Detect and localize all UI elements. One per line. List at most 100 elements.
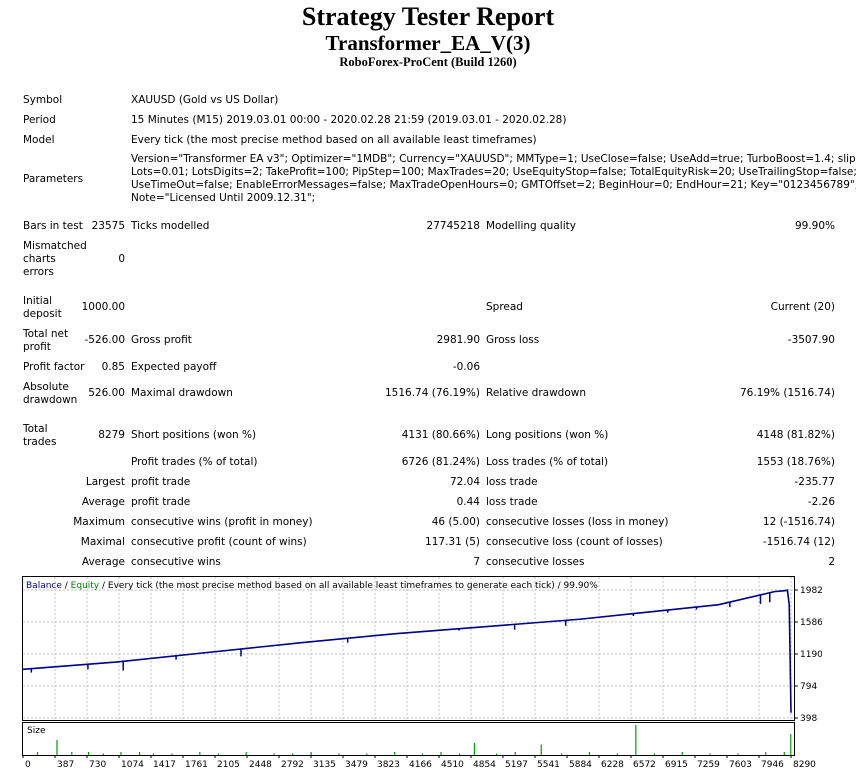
legend-sep-1: / — [62, 581, 71, 591]
gross-loss-value: -3507.90 — [787, 334, 835, 346]
size-bar — [292, 753, 294, 755]
deposit-label: Initial deposit — [23, 295, 62, 320]
short-positions-value: 4131 (80.66%) — [401, 429, 480, 441]
y-tick-label: 1586 — [800, 618, 822, 628]
bars-value: 23575 — [91, 220, 125, 232]
size-bar — [496, 753, 498, 755]
size-bar — [102, 753, 104, 755]
parameters-line-2: Lots=0.01; LotsDigits=2; TakeProfit=100;… — [131, 166, 856, 178]
maximum-label: Maximum — [73, 516, 125, 528]
size-bar — [152, 753, 155, 755]
x-tick-label: 1761 — [185, 760, 208, 769]
maximal-consecutive-profit-label: consecutive profit (count of wins) — [131, 536, 307, 548]
maximal-consecutive-loss-value: -1516.74 (12) — [762, 536, 835, 548]
profit-trades-value: 6726 (81.24%) — [401, 456, 480, 468]
average-consecutive-wins-value: 7 — [473, 556, 480, 568]
largest-profit-value: 72.04 — [449, 476, 480, 488]
x-tick-label: 387 — [57, 760, 74, 769]
size-bar — [273, 753, 275, 755]
size-bar — [56, 740, 58, 755]
gross-loss-label: Gross loss — [486, 334, 540, 346]
size-plot-frame — [22, 722, 795, 756]
size-bar — [366, 753, 368, 755]
chart-plot-frame — [22, 576, 795, 721]
maximal-drawdown-label: Maximal drawdown — [131, 387, 233, 399]
gross-profit-label: Gross profit — [131, 334, 192, 346]
period-value: 15 Minutes (M15) 2019.03.01 00:00 - 2020… — [131, 114, 567, 126]
size-bar — [635, 725, 637, 755]
size-bar — [473, 743, 476, 755]
x-tick-label: 0 — [25, 760, 31, 769]
size-bar — [458, 753, 461, 755]
size-bar — [737, 753, 739, 755]
long-positions-label: Long positions (won %) — [486, 429, 609, 441]
size-label: Size — [27, 726, 46, 736]
expected-payoff-label: Expected payoff — [131, 361, 217, 373]
absolute-drawdown-label: Absolute drawdown — [23, 381, 78, 406]
x-tick-label: 5884 — [569, 760, 592, 769]
relative-drawdown-label: Relative drawdown — [486, 387, 587, 399]
profit-factor-label: Profit factor — [23, 361, 85, 373]
total-trades-value: 8279 — [98, 429, 125, 441]
largest-loss-value: -235.77 — [794, 476, 835, 488]
size-bar — [421, 753, 424, 755]
max-consecutive-wins-label: consecutive wins (profit in money) — [131, 516, 313, 528]
long-positions-value: 4148 (81.82%) — [756, 429, 835, 441]
x-tick-label: 3479 — [345, 760, 368, 769]
parameters-line-4: Note="Licensed Until 2009.12.31"; — [131, 192, 316, 204]
x-tick-label: 1074 — [121, 760, 144, 769]
average-consecutive-losses-label: consecutive losses — [486, 556, 585, 568]
size-bar — [338, 753, 340, 755]
bars-label: Bars in test — [23, 220, 83, 232]
maximal-consecutive-loss-label: consecutive loss (count of losses) — [486, 536, 663, 548]
maximal-label: Maximal — [80, 536, 125, 548]
mismatch-label: Mismatched charts errors — [23, 240, 87, 278]
ticks-value: 27745218 — [426, 220, 480, 232]
size-bar — [217, 753, 220, 755]
legend-balance: Balance — [26, 581, 62, 591]
size-bar — [440, 752, 442, 755]
ticks-label: Ticks modelled — [131, 220, 210, 232]
size-bar — [681, 752, 683, 755]
size-bar — [514, 752, 516, 755]
size-bar — [245, 752, 247, 755]
size-bar — [783, 752, 785, 755]
max-consecutive-losses-label: consecutive losses (loss in money) — [486, 516, 669, 528]
model-label: Model — [23, 134, 55, 146]
legend-sep-2: / — [99, 581, 108, 591]
short-positions-label: Short positions (won %) — [131, 429, 257, 441]
net-profit-label: Total net profit — [23, 328, 69, 353]
x-tick-label: 4166 — [409, 760, 432, 769]
loss-trades-label: Loss trades (% of total) — [486, 456, 609, 468]
x-tick-label: 7259 — [697, 760, 720, 769]
x-tick-label: 4854 — [473, 760, 496, 769]
size-bar — [790, 734, 792, 755]
x-tick-label: 8290 — [793, 760, 816, 769]
chart-y-tick-labels: 1982 1586 1190 794 398 — [800, 586, 822, 722]
size-bar — [561, 753, 563, 755]
parameters-line-3: UseTimeOut=false; EnableErrorMessages=fa… — [131, 179, 856, 191]
chart-grid — [23, 577, 798, 720]
x-tick-label: 6915 — [665, 760, 688, 769]
x-tick-label: 2792 — [281, 760, 304, 769]
average-label: Average — [81, 496, 125, 508]
period-label: Period — [23, 114, 56, 126]
size-bar — [540, 744, 542, 755]
ea-name: Transformer_EA_V(3) — [325, 31, 531, 55]
largest-loss-label: loss trade — [486, 476, 538, 488]
quality-label: Modelling quality — [486, 220, 576, 232]
x-tick-label: 6572 — [633, 760, 656, 769]
relative-drawdown-value: 76.19% (1516.74) — [740, 387, 835, 399]
x-tick-label: 4510 — [441, 760, 464, 769]
average-consecutive-wins-label: consecutive wins — [131, 556, 221, 568]
parameters-label: Parameters — [23, 173, 84, 185]
profit-trades-label: Profit trades (% of total) — [131, 456, 258, 468]
size-bars — [36, 725, 792, 755]
deposit-value: 1000.00 — [81, 301, 125, 313]
spread-label: Spread — [486, 301, 523, 313]
expected-payoff-value: -0.06 — [452, 361, 480, 373]
absolute-drawdown-value: 526.00 — [88, 387, 125, 399]
chart-lines — [22, 589, 792, 713]
parameters-line-1: Version="Transformer EA v3"; Optimizer="… — [131, 153, 856, 165]
report-title: Strategy Tester Report — [301, 2, 555, 31]
